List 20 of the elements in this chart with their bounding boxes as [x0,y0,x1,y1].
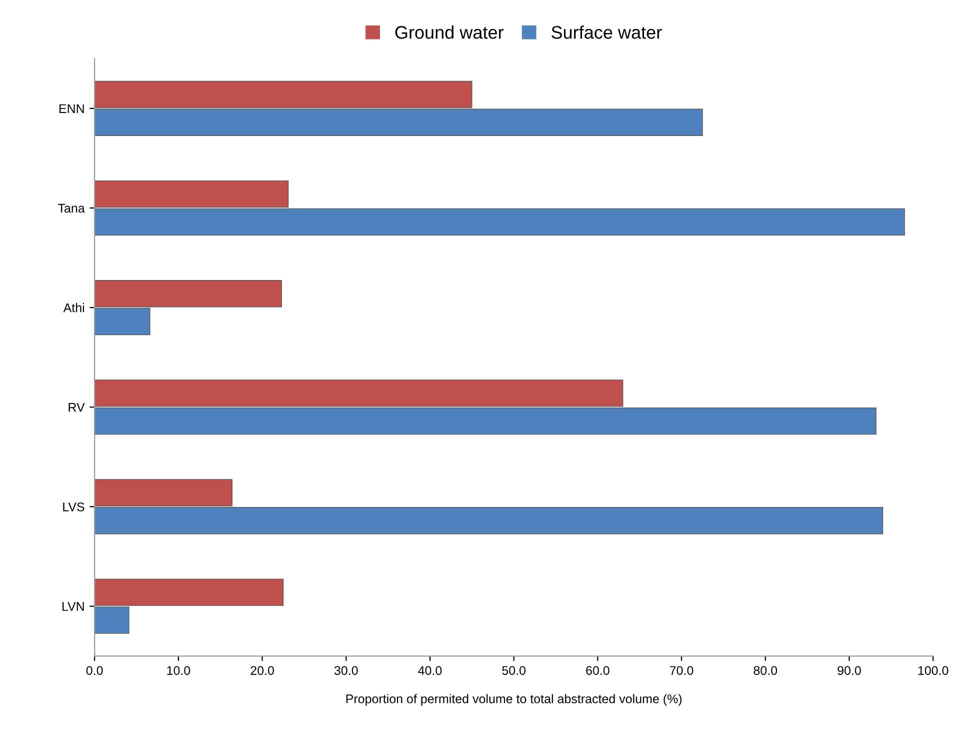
x-tick-label: 10.0 [167,666,190,675]
x-tick-label: 60.0 [586,666,610,675]
y-tick-label: Tana [58,204,85,213]
y-tick-label: ENN [59,104,84,113]
x-tick-label: 90.0 [838,666,861,675]
x-tick-label: 50.0 [502,666,526,675]
x-tick-label: 0.0 [86,666,103,675]
x-tick-label: 20.0 [250,666,274,675]
x-tick-label: 40.0 [418,666,442,675]
y-tick-label: LVN [62,602,84,611]
x-tick-label: 100.0 [918,666,948,675]
x-axis-title: Proportion of permited volume to total abstracted volume (%) [346,694,682,706]
y-tick-label: Athi [63,303,84,312]
y-tick-label: LVS [63,502,84,512]
legend-label: Ground water [395,26,504,39]
x-tick-label: 30.0 [334,666,358,675]
legend-label: Surface water [552,26,662,39]
x-tick-label: 70.0 [670,666,694,675]
y-tick-label: RV [68,403,85,412]
x-tick-label: 80.0 [754,666,778,675]
